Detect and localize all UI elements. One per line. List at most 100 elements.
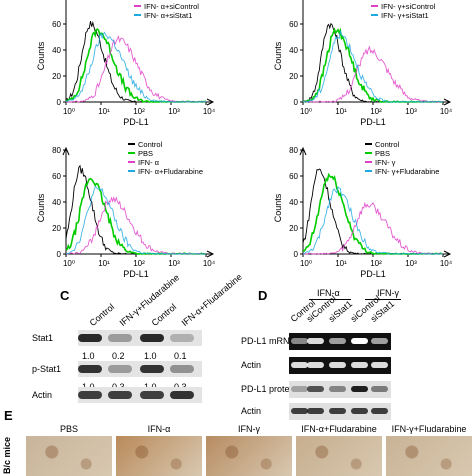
y-axis-arrow xyxy=(62,146,70,156)
x-tick-label: 10¹ xyxy=(98,107,110,116)
blot-c-value: 0.2 xyxy=(112,351,125,361)
legend-label: PBS xyxy=(375,149,390,158)
histogram-curve xyxy=(302,186,444,255)
y-tick-label: 20 xyxy=(52,72,61,81)
histogram-curve xyxy=(65,35,207,103)
y-tick-label: 20 xyxy=(52,224,61,233)
legend-label: IFN- α xyxy=(138,158,160,167)
blot-c-value: 0.1 xyxy=(174,351,187,361)
y-axis-label: Counts xyxy=(36,193,46,222)
legend-label: Control xyxy=(138,140,163,149)
x-axis-arrow xyxy=(206,250,215,258)
blot-c-value: 1.0 xyxy=(82,351,95,361)
x-tick-label: 10⁰ xyxy=(63,107,75,116)
histogram-curve xyxy=(303,201,444,255)
blot-d-band xyxy=(329,362,346,368)
blot-c-value: 1.0 xyxy=(144,351,157,361)
blot-d-group-ifng: IFN-γ xyxy=(377,288,399,298)
blot-c: Control IFN-γ+Fludarabine Control IFN-α+Flu… xyxy=(0,272,244,422)
y-tick-label: 0 xyxy=(57,98,62,107)
blot-d-band xyxy=(307,362,324,368)
blot-d-row-label: Actin xyxy=(241,360,262,370)
blot-d-group-bracket xyxy=(309,299,351,300)
blot-d-band xyxy=(291,386,308,392)
blot-c-band xyxy=(108,334,132,342)
x-tick-label: 10⁰ xyxy=(300,259,312,268)
y-tick-label: 40 xyxy=(289,198,298,207)
x-tick-label: 10⁴ xyxy=(203,107,216,116)
x-tick-label: 10¹ xyxy=(98,259,110,268)
blot-c-band xyxy=(170,334,194,342)
blot-d-band xyxy=(371,408,388,414)
ihc-panel-title: IFN-γ+Fludarabine xyxy=(391,424,467,434)
histogram-curve xyxy=(302,172,443,255)
ihc-tissue-image xyxy=(386,436,472,476)
blot-d: IFN-α IFN-γ Control siControl siStat1 siContr… xyxy=(237,282,474,422)
y-tick-label: 0 xyxy=(57,250,62,259)
x-axis-label: PD-L1 xyxy=(360,117,386,127)
histogram-curve xyxy=(302,168,444,255)
x-axis-arrow xyxy=(206,98,215,106)
x-tick-label: 10² xyxy=(133,259,145,268)
blot-c-band xyxy=(78,391,102,399)
blot-d-row-label: Actin xyxy=(241,406,262,416)
x-tick-label: 10³ xyxy=(405,107,417,116)
x-tick-label: 10¹ xyxy=(335,259,347,268)
legend-label: IFN- α+Fludarabine xyxy=(138,167,203,176)
x-axis-label: PD-L1 xyxy=(360,269,386,279)
blot-d-band xyxy=(307,338,324,344)
y-tick-label: 60 xyxy=(52,172,61,181)
legend-label: Control xyxy=(375,140,400,149)
blot-d-band xyxy=(307,386,324,392)
x-tick-label: 10² xyxy=(370,259,382,268)
ihc-panel-title: IFN-α xyxy=(147,424,171,434)
ihc-panel-title: IFN-γ xyxy=(238,424,260,434)
histogram-curve xyxy=(65,196,206,255)
blot-c-lane-label: Control xyxy=(87,301,117,328)
histogram-curve xyxy=(302,22,443,103)
ihc-tissue-image xyxy=(26,436,112,476)
x-axis-arrow xyxy=(443,98,452,106)
blot-d-band xyxy=(307,408,324,414)
x-tick-label: 10⁰ xyxy=(300,107,312,116)
blot-c-band xyxy=(108,365,132,373)
y-tick-label: 60 xyxy=(289,172,298,181)
x-tick-label: 10⁴ xyxy=(203,259,216,268)
legend-label: IFN- γ+siStat1 xyxy=(381,11,429,20)
x-tick-label: 10² xyxy=(370,107,382,116)
y-tick-label: 20 xyxy=(289,72,298,81)
blot-d-group-bracket xyxy=(365,299,401,300)
x-axis-label: PD-L1 xyxy=(123,269,149,279)
flow-panel-top-left: 0 20 40 60 10⁰ 10¹ 10² 10³ 10⁴ Counts PD-L1 IFN- α+… xyxy=(36,0,216,127)
panel-d-letter: D xyxy=(258,288,268,303)
y-tick-label: 80 xyxy=(289,146,298,155)
x-tick-label: 10² xyxy=(133,107,145,116)
panel-c-letter: C xyxy=(60,288,70,303)
blot-d-band xyxy=(351,362,368,368)
y-tick-label: 60 xyxy=(52,20,61,29)
blot-c-band xyxy=(108,391,132,399)
y-tick-label: 40 xyxy=(289,46,298,55)
blot-d-band xyxy=(351,386,368,392)
blot-d-strip xyxy=(289,381,391,398)
blot-c-band xyxy=(140,365,164,373)
y-tick-label: 80 xyxy=(52,146,61,155)
blot-c-row-label: Actin xyxy=(32,390,53,400)
blot-c-band xyxy=(170,365,194,373)
legend-label: IFN- γ xyxy=(375,158,396,167)
blot-d-band xyxy=(351,408,368,414)
histogram-curve xyxy=(302,30,444,103)
flow-panel-top-right: 0 20 40 60 10⁰ 10¹ 10² 10³ 10⁴ Counts PD-L1 IFN- γ+… xyxy=(273,0,453,127)
y-axis-label: Counts xyxy=(273,193,283,222)
ihc-panel-title: PBS xyxy=(59,424,78,434)
y-tick-label: 20 xyxy=(289,224,298,233)
blot-c-band xyxy=(140,334,164,342)
blot-d-band xyxy=(291,408,308,414)
ihc-tissue-image xyxy=(116,436,202,476)
y-tick-label: 0 xyxy=(294,98,299,107)
blot-c-band xyxy=(78,334,102,342)
blot-c-band xyxy=(78,365,102,373)
histogram-curve xyxy=(65,186,207,255)
y-tick-label: 0 xyxy=(294,250,299,259)
blot-d-band xyxy=(329,386,346,392)
